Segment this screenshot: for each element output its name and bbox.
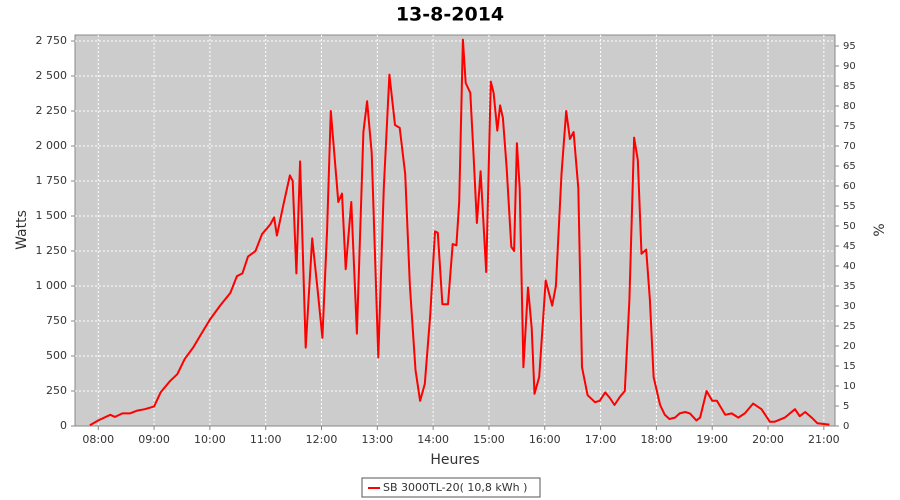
y2-tick-label: 35	[843, 281, 856, 292]
y2-tick-label: 60	[843, 181, 856, 192]
y-tick-label: 250	[46, 384, 67, 397]
x-tick-label: 16:00	[529, 433, 561, 446]
y-tick-label: 2 250	[36, 104, 68, 117]
y2-tick-label: 20	[843, 341, 856, 352]
y2-tick-label: 65	[843, 161, 856, 172]
y-tick-label: 1 750	[36, 174, 68, 187]
chart-title: 13-8-2014	[396, 4, 504, 26]
x-tick-label: 21:00	[808, 433, 840, 446]
y2-tick-label: 75	[843, 121, 856, 132]
x-tick-label: 17:00	[585, 433, 617, 446]
y-tick-label: 750	[46, 314, 67, 327]
y-tick-label: 2 500	[36, 69, 68, 82]
y2-tick-label: 5	[843, 401, 849, 412]
y2-tick-label: 95	[843, 41, 856, 52]
y2-tick-label: 40	[843, 261, 856, 272]
x-tick-label: 18:00	[641, 433, 673, 446]
y2-tick-label: 10	[843, 381, 856, 392]
x-tick-label: 12:00	[306, 433, 338, 446]
x-tick-label: 19:00	[696, 433, 728, 446]
y-tick-label: 1 000	[36, 279, 68, 292]
y2-tick-label: 85	[843, 81, 856, 92]
x-tick-label: 11:00	[250, 433, 282, 446]
x-tick-label: 08:00	[82, 433, 114, 446]
y-axis-label: Watts	[14, 210, 30, 250]
y2-tick-label: 25	[843, 321, 856, 332]
plot-area	[74, 34, 836, 427]
x-tick-label: 13:00	[361, 433, 393, 446]
y-tick-label: 2 750	[36, 34, 68, 47]
x-tick-label: 15:00	[473, 433, 505, 446]
y2-tick-label: 80	[843, 101, 856, 112]
x-tick-label: 09:00	[138, 433, 170, 446]
y2-tick-label: 45	[843, 241, 856, 252]
y-tick-label: 1 500	[36, 209, 68, 222]
y2-axis-label: %	[872, 223, 888, 236]
legend	[361, 477, 541, 498]
x-axis-label: Heures	[430, 452, 479, 468]
y-tick-label: 1 250	[36, 244, 68, 257]
y2-tick-label: 50	[843, 221, 856, 232]
x-tick-label: 10:00	[194, 433, 226, 446]
series-line	[89, 38, 830, 427]
legend-label: SB 3000TL-20( 10,8 kWh )	[383, 481, 527, 494]
x-tick-label: 20:00	[752, 433, 784, 446]
y2-tick-label: 55	[843, 201, 856, 212]
y2-tick-label: 70	[843, 141, 856, 152]
y2-tick-label: 15	[843, 361, 856, 372]
y2-tick-label: 0	[843, 421, 849, 432]
y-tick-label: 0	[60, 419, 67, 432]
y-tick-label: 2 000	[36, 139, 68, 152]
y2-tick-label: 30	[843, 301, 856, 312]
x-tick-label: 14:00	[417, 433, 449, 446]
y2-tick-label: 90	[843, 61, 856, 72]
y-tick-label: 500	[46, 349, 67, 362]
